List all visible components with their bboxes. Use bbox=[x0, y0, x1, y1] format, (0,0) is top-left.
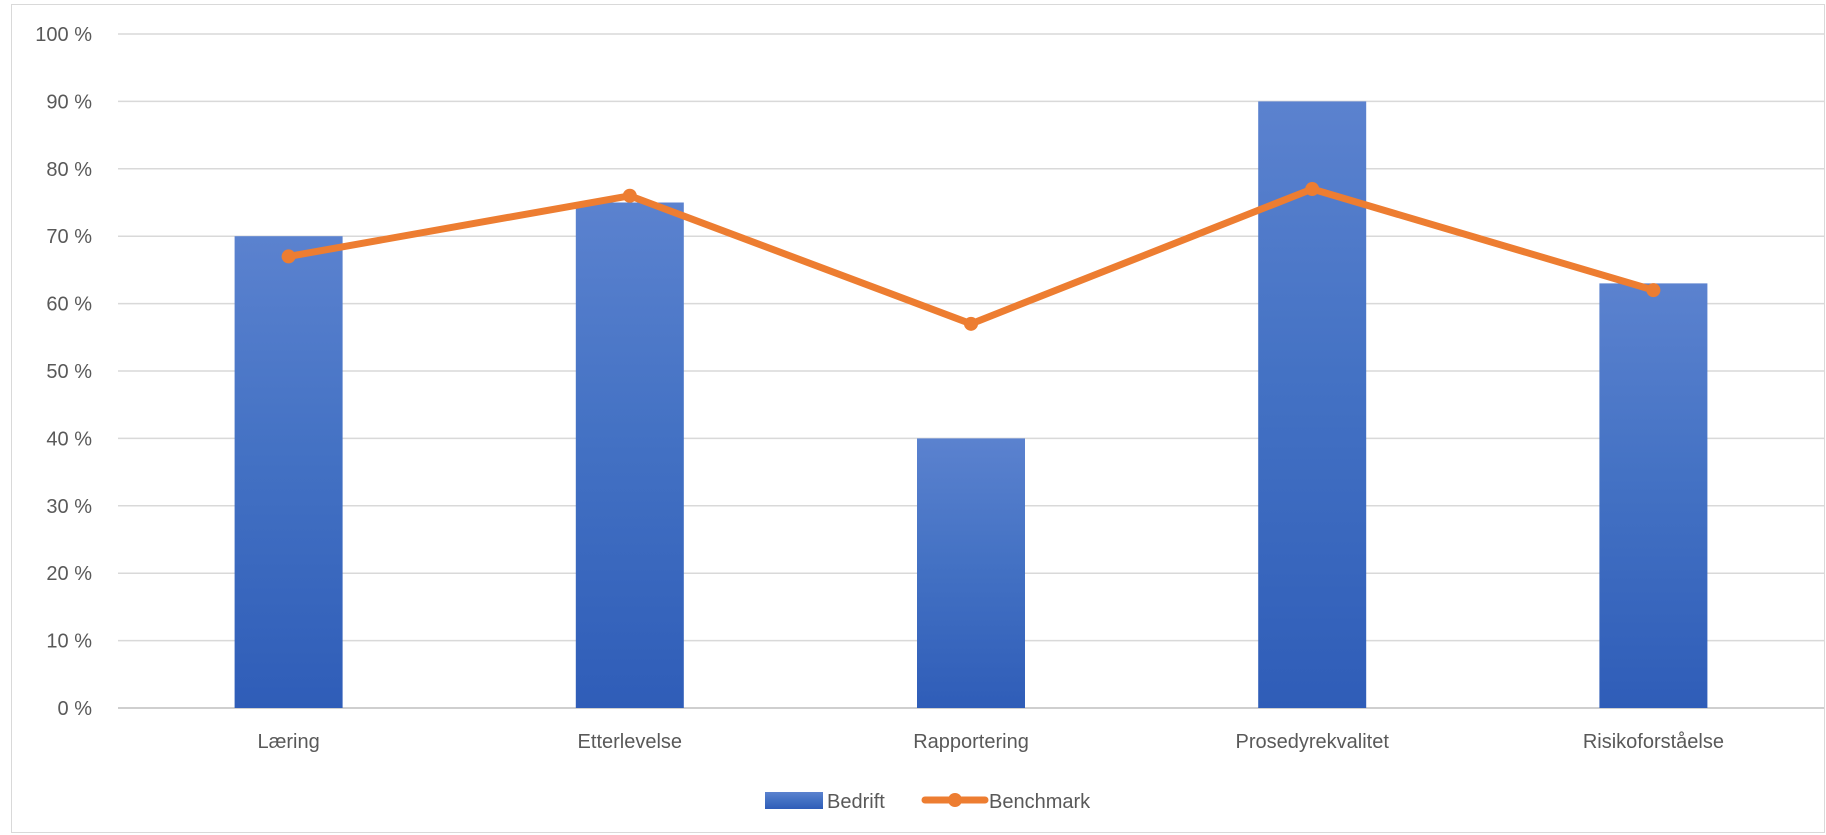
y-tick-label: 70 % bbox=[46, 226, 92, 248]
legend-label-bedrift: Bedrift bbox=[827, 791, 885, 813]
benchmark-line-layer bbox=[281, 182, 1661, 331]
legend-label-benchmark: Benchmark bbox=[989, 791, 1091, 813]
x-tick-label: Læring bbox=[257, 731, 319, 753]
legend-swatch-benchmark-marker bbox=[948, 793, 962, 807]
benchmark-point bbox=[964, 316, 978, 331]
benchmark-point bbox=[1646, 283, 1661, 298]
y-tick-label: 60 % bbox=[46, 294, 92, 316]
y-tick-label: 100 % bbox=[35, 24, 92, 46]
y-tick-label: 0 % bbox=[58, 698, 93, 720]
y-tick-label: 90 % bbox=[46, 91, 92, 113]
benchmark-point bbox=[1305, 182, 1320, 197]
benchmark-point bbox=[622, 188, 637, 203]
bars bbox=[234, 101, 1708, 708]
legend-swatch-bedrift bbox=[765, 792, 823, 809]
y-tick-label: 80 % bbox=[46, 159, 92, 181]
y-tick-label: 30 % bbox=[46, 496, 92, 518]
y-tick-label: 50 % bbox=[46, 361, 92, 383]
x-tick-label: Rapportering bbox=[913, 731, 1029, 753]
benchmark-point bbox=[281, 249, 296, 264]
x-tick-label: Prosedyrekvalitet bbox=[1235, 731, 1389, 753]
bar-bedrift bbox=[1599, 283, 1708, 708]
y-tick-label: 40 % bbox=[46, 428, 92, 450]
y-tick-label: 20 % bbox=[46, 563, 92, 585]
x-tick-label: Etterlevelse bbox=[578, 731, 683, 753]
legend: Bedrift Benchmark bbox=[765, 791, 1091, 813]
x-tick-label: Risikoforståelse bbox=[1583, 731, 1724, 753]
y-axis-ticks: 0 % 10 % 20 % 30 % 40 % 50 % 60 % 70 % 80 % 90 % 1… bbox=[35, 24, 92, 720]
y-tick-label: 10 % bbox=[46, 631, 92, 653]
bar-bedrift bbox=[917, 438, 1025, 708]
x-axis-ticks: Læring Etterlevelse Rapportering Prosedyrek… bbox=[257, 731, 1724, 753]
gridlines bbox=[118, 33, 1824, 709]
bar-bedrift bbox=[575, 202, 684, 708]
bar-bedrift bbox=[234, 236, 343, 708]
